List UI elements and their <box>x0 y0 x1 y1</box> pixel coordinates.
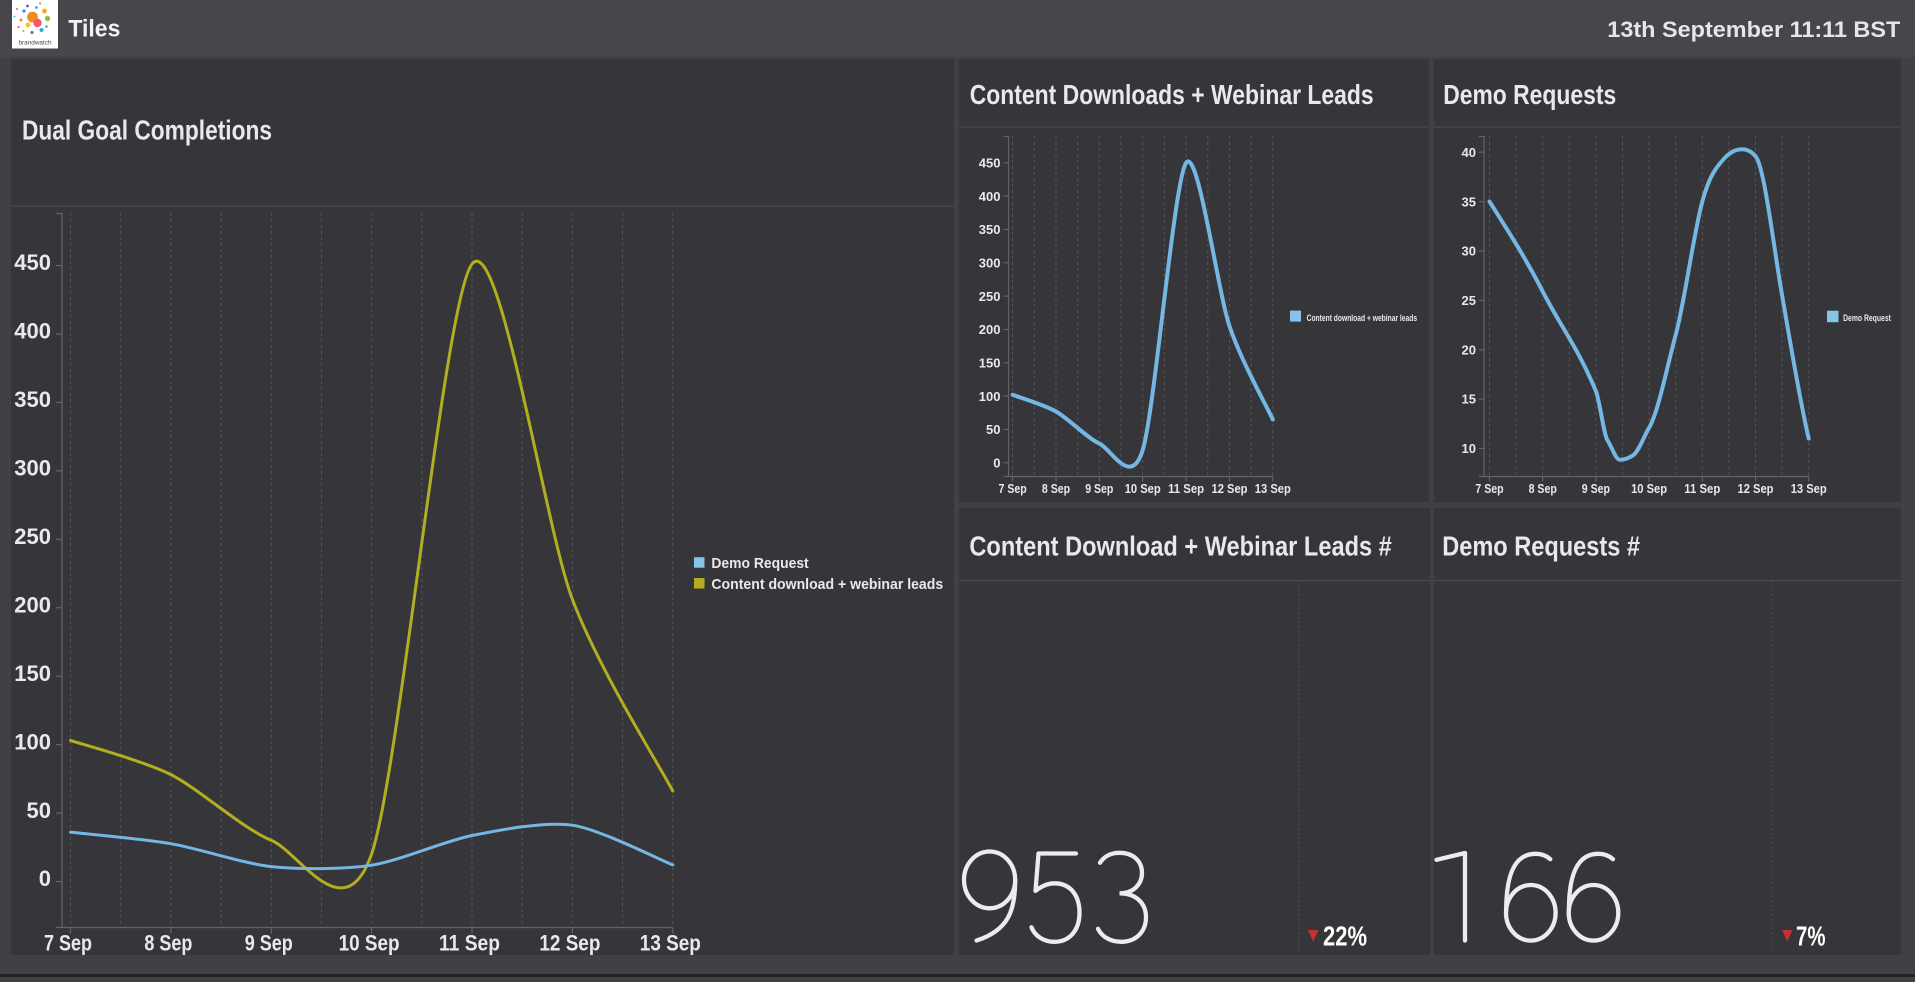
svg-text:22%: 22% <box>1323 921 1367 952</box>
svg-text:50: 50 <box>27 798 51 823</box>
svg-text:13th September 11:11 BST: 13th September 11:11 BST <box>1607 17 1901 42</box>
svg-text:20: 20 <box>1462 342 1476 357</box>
svg-text:13 Sep: 13 Sep <box>1791 481 1827 496</box>
svg-text:200: 200 <box>979 322 1001 337</box>
svg-text:8 Sep: 8 Sep <box>1529 481 1557 496</box>
svg-text:11 Sep: 11 Sep <box>439 931 500 956</box>
svg-text:400: 400 <box>14 319 51 344</box>
svg-text:7 Sep: 7 Sep <box>1475 481 1503 496</box>
svg-text:Content Download + Webinar Lea: Content Download + Webinar Leads # <box>969 531 1392 562</box>
svg-text:Demo Request: Demo Request <box>711 555 808 572</box>
svg-text:11 Sep: 11 Sep <box>1168 481 1204 496</box>
svg-text:450: 450 <box>979 156 1001 171</box>
svg-text:9 Sep: 9 Sep <box>245 931 293 956</box>
svg-text:Content download + webinar lea: Content download + webinar leads <box>711 576 943 593</box>
svg-text:40: 40 <box>1462 145 1476 160</box>
svg-text:brandwatch: brandwatch <box>18 39 51 46</box>
svg-text:12 Sep: 12 Sep <box>1212 481 1248 496</box>
svg-text:7%: 7% <box>1796 921 1826 952</box>
svg-text:Content download + webinar lea: Content download + webinar leads <box>1307 313 1418 324</box>
svg-text:250: 250 <box>14 524 51 549</box>
svg-text:11 Sep: 11 Sep <box>1684 481 1720 496</box>
svg-text:12 Sep: 12 Sep <box>1738 481 1774 496</box>
svg-text:12 Sep: 12 Sep <box>539 931 600 956</box>
svg-text:300: 300 <box>14 456 51 481</box>
svg-text:0: 0 <box>993 456 1000 471</box>
svg-text:9 Sep: 9 Sep <box>1085 481 1113 496</box>
svg-text:350: 350 <box>979 222 1001 237</box>
svg-text:450: 450 <box>14 250 51 275</box>
svg-text:8 Sep: 8 Sep <box>144 931 192 956</box>
svg-text:150: 150 <box>979 356 1001 371</box>
svg-text:200: 200 <box>14 592 51 617</box>
svg-text:350: 350 <box>14 387 51 412</box>
svg-text:150: 150 <box>14 661 51 686</box>
svg-text:250: 250 <box>979 289 1001 304</box>
svg-text:10 Sep: 10 Sep <box>339 931 400 956</box>
svg-text:300: 300 <box>979 256 1001 271</box>
svg-text:7 Sep: 7 Sep <box>999 481 1027 496</box>
svg-text:8 Sep: 8 Sep <box>1042 481 1070 496</box>
svg-text:100: 100 <box>979 389 1001 404</box>
svg-text:13 Sep: 13 Sep <box>1255 481 1291 496</box>
svg-text:Demo Request: Demo Request <box>1843 313 1891 324</box>
svg-text:Content Downloads + Webinar Le: Content Downloads + Webinar Leads <box>970 79 1374 110</box>
svg-text:Tiles: Tiles <box>68 16 120 43</box>
svg-text:30: 30 <box>1462 244 1476 259</box>
svg-text:9 Sep: 9 Sep <box>1582 481 1610 496</box>
svg-text:Dual Goal Completions: Dual Goal Completions <box>22 115 272 146</box>
svg-text:25: 25 <box>1462 293 1476 308</box>
svg-text:100: 100 <box>14 729 51 754</box>
svg-text:0: 0 <box>39 866 51 891</box>
svg-text:35: 35 <box>1462 194 1476 209</box>
svg-text:50: 50 <box>986 422 1000 437</box>
svg-text:13 Sep: 13 Sep <box>640 931 701 956</box>
svg-text:10 Sep: 10 Sep <box>1631 481 1667 496</box>
svg-text:Demo Requests #: Demo Requests # <box>1442 531 1640 562</box>
svg-text:7 Sep: 7 Sep <box>44 931 92 956</box>
svg-text:10: 10 <box>1462 441 1476 456</box>
svg-text:10 Sep: 10 Sep <box>1125 481 1161 496</box>
svg-text:400: 400 <box>979 189 1001 204</box>
svg-text:Demo Requests: Demo Requests <box>1443 79 1616 110</box>
svg-text:15: 15 <box>1462 392 1476 407</box>
